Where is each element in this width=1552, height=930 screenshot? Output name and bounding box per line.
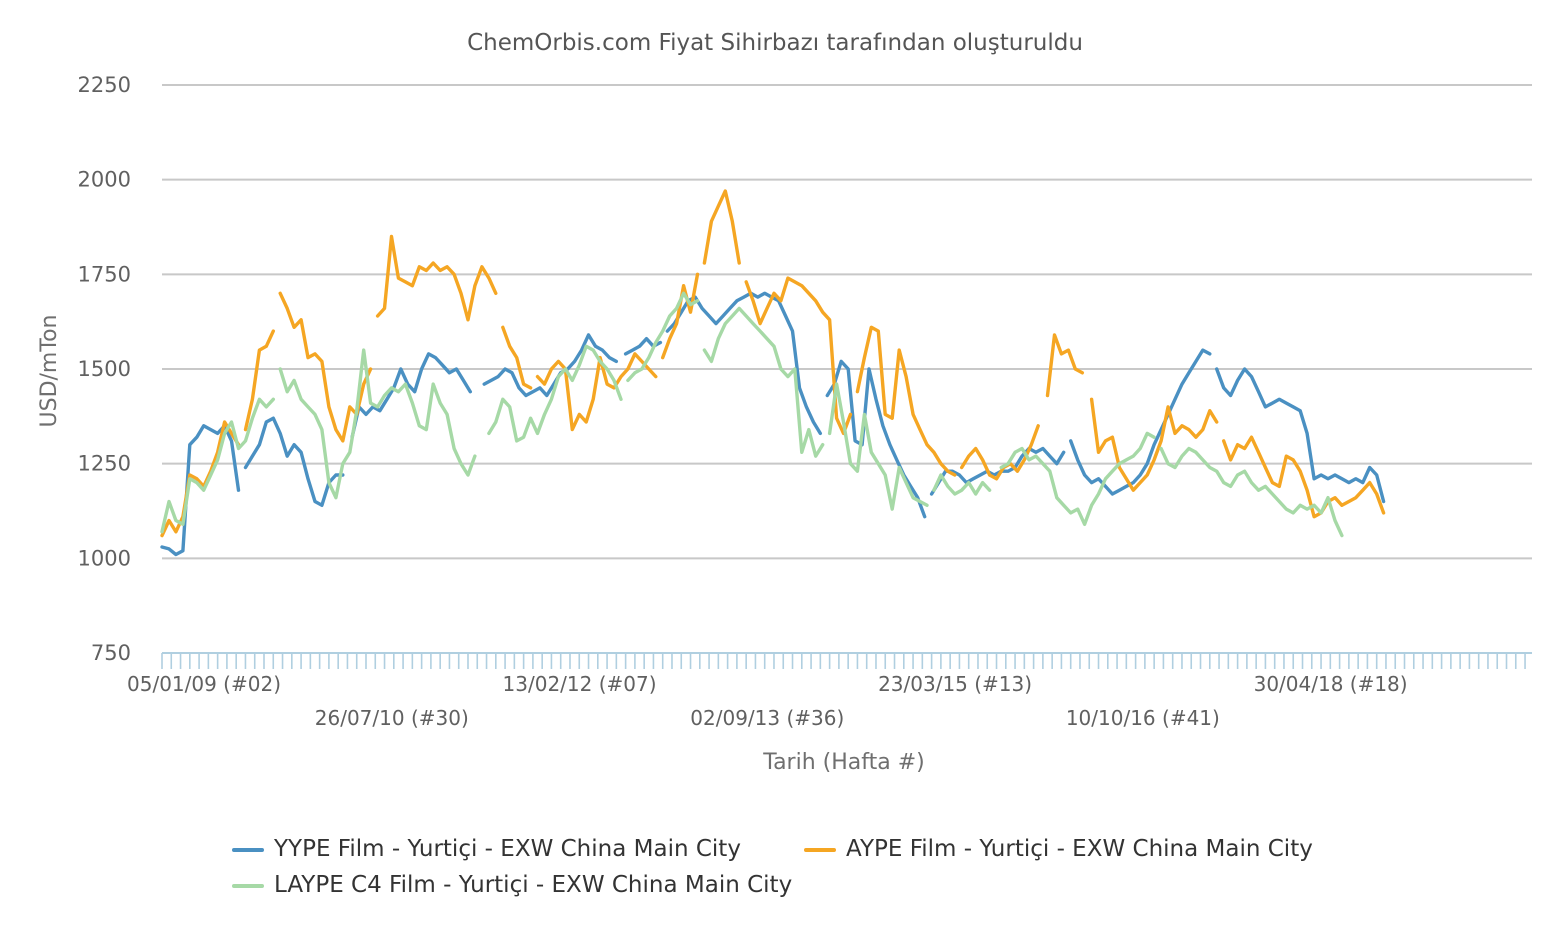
chart-title: ChemOrbis.com Fiyat Sihirbazı tarafından… [467,30,1083,56]
series-line-1 [501,325,533,390]
grid-lines [162,84,1532,560]
y-tick-label: 1500 [78,357,131,381]
series-line-1 [1222,435,1386,519]
y-axis-ticks: 750 1000 1250 1500 1750 2000 2250 [78,73,131,665]
legend-label-aype: AYPE Film - Yurtiçi - EXW China Main Cit… [846,836,1313,862]
x-axis-title: Tarih (Hafta #) [762,750,924,775]
legend-item-laype[interactable]: LAYPE C4 Film - Yurtiçi - EXW China Main… [232,872,792,898]
series-line-2 [487,344,623,443]
series-lines [160,189,1386,557]
series-line-1 [855,325,957,477]
series-line-2 [626,291,700,383]
series-line-1 [744,276,853,436]
series-line-1 [535,352,658,432]
y-tick-label: 2000 [78,168,131,192]
series-line-0 [350,352,472,439]
series-line-2 [932,473,992,496]
legend-label-laype: LAYPE C4 Film - Yurtiçi - EXW China Main… [274,872,793,898]
legend-item-aype[interactable]: AYPE Film - Yurtiçi - EXW China Main Cit… [804,836,1313,862]
legend-swatch-yype [232,847,264,852]
x-tick-label: 02/09/13 (#36) [690,706,844,730]
series-line-2 [999,431,1156,526]
x-tick-label: 26/07/10 (#30) [315,706,469,730]
series-line-0 [1069,348,1212,496]
series-line-1 [960,424,1040,481]
series-line-0 [825,359,927,519]
series-line-2 [278,348,477,500]
series-line-1 [702,189,741,265]
series-line-0 [482,333,618,398]
series-line-0 [243,416,345,507]
x-axis: 05/01/09 (#02) 26/07/10 (#30) 13/02/12 (#0… [127,652,1532,730]
x-tick-label: 10/10/16 (#41) [1066,706,1220,730]
y-axis-title: USD/mTon [37,315,62,428]
series-line-0 [1215,367,1386,504]
series-line-2 [1159,446,1344,538]
series-line-0 [160,424,241,557]
x-tick-label: 23/03/15 (#13) [878,672,1032,696]
series-line-1 [375,234,498,322]
series-line-2 [702,306,825,458]
series-line-1 [1045,333,1084,398]
y-tick-label: 750 [91,641,131,665]
legend-swatch-aype [804,847,836,852]
legend-item-yype[interactable]: YYPE Film - Yurtiçi - EXW China Main Cit… [232,836,741,862]
legend-swatch-laype [232,883,264,888]
series-line-1 [160,420,241,538]
series-line-2 [160,397,275,534]
x-tick-label: 13/02/12 (#07) [503,672,657,696]
x-tick-label: 30/04/18 (#18) [1254,672,1408,696]
series-line-0 [929,446,1066,496]
y-tick-label: 2250 [78,73,131,97]
series-line-1 [1089,397,1219,492]
legend-label-yype: YYPE Film - Yurtiçi - EXW China Main Cit… [274,836,741,862]
y-tick-label: 1250 [78,452,131,476]
x-tick-label: 05/01/09 (#02) [127,672,281,696]
y-tick-label: 1750 [78,262,131,286]
y-tick-label: 1000 [78,546,131,570]
series-line-1 [243,329,275,432]
series-line-2 [827,382,929,511]
